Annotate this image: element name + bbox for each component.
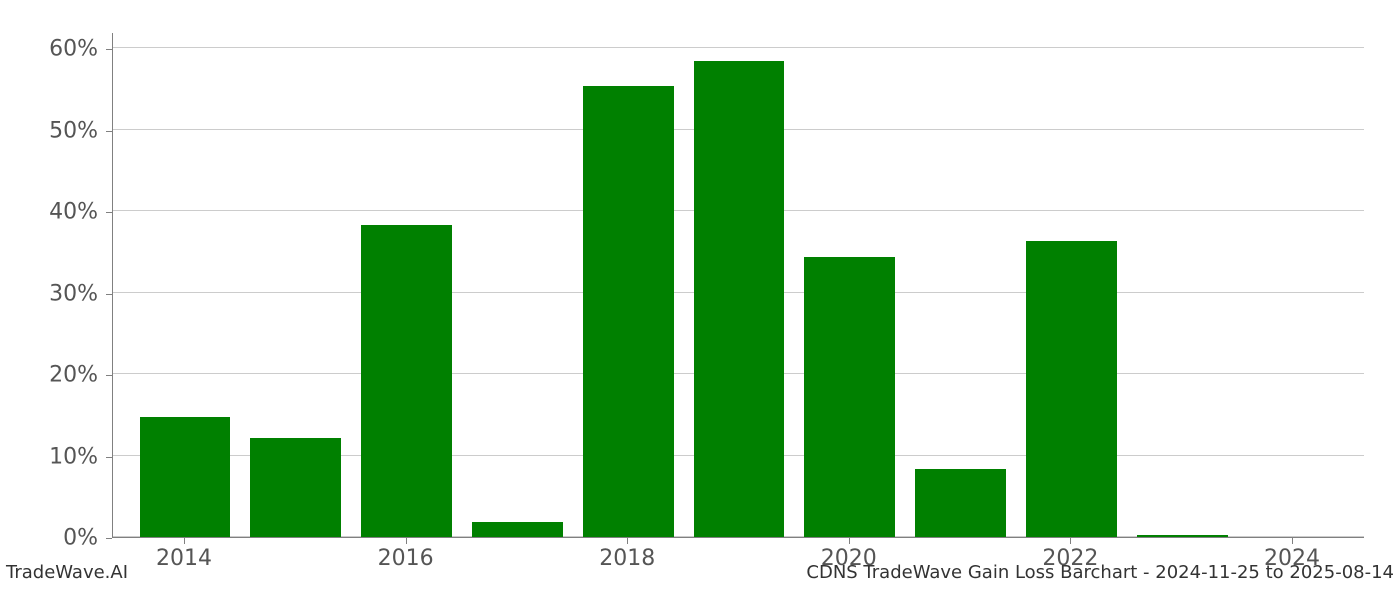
y-tick-label: 30% [0,281,98,306]
x-tick-mark [627,538,628,544]
y-tick-label: 10% [0,444,98,469]
x-tick-label: 2018 [599,546,655,571]
x-tick-label: 2022 [1042,546,1098,571]
x-tick-mark [1070,538,1071,544]
bar [1137,535,1228,537]
bar [472,522,563,537]
x-tick-mark [406,538,407,544]
x-tick-label: 2020 [821,546,877,571]
x-tick-mark [849,538,850,544]
bar [694,61,785,537]
y-tick-label: 60% [0,37,98,62]
bar [915,469,1006,537]
bar [250,438,341,537]
y-tick-label: 20% [0,363,98,388]
bar [804,257,895,537]
gridline [113,47,1364,48]
y-tick-label: 50% [0,118,98,143]
bar [361,225,452,537]
x-tick-label: 2024 [1264,546,1320,571]
y-tick-mark [106,375,112,376]
plot-area [112,33,1364,538]
x-tick-label: 2014 [156,546,212,571]
x-tick-label: 2016 [378,546,434,571]
chart-stage: TradeWave.AI CDNS TradeWave Gain Loss Ba… [0,0,1400,600]
bar [1026,241,1117,537]
y-tick-mark [106,294,112,295]
y-tick-label: 40% [0,200,98,225]
y-tick-mark [106,49,112,50]
footer-left-text: TradeWave.AI [6,562,128,583]
y-tick-label: 0% [0,526,98,551]
bar [583,86,674,537]
x-tick-mark [184,538,185,544]
y-tick-mark [106,131,112,132]
y-tick-mark [106,212,112,213]
bar [140,417,231,537]
x-tick-mark [1292,538,1293,544]
y-tick-mark [106,457,112,458]
y-tick-mark [106,538,112,539]
